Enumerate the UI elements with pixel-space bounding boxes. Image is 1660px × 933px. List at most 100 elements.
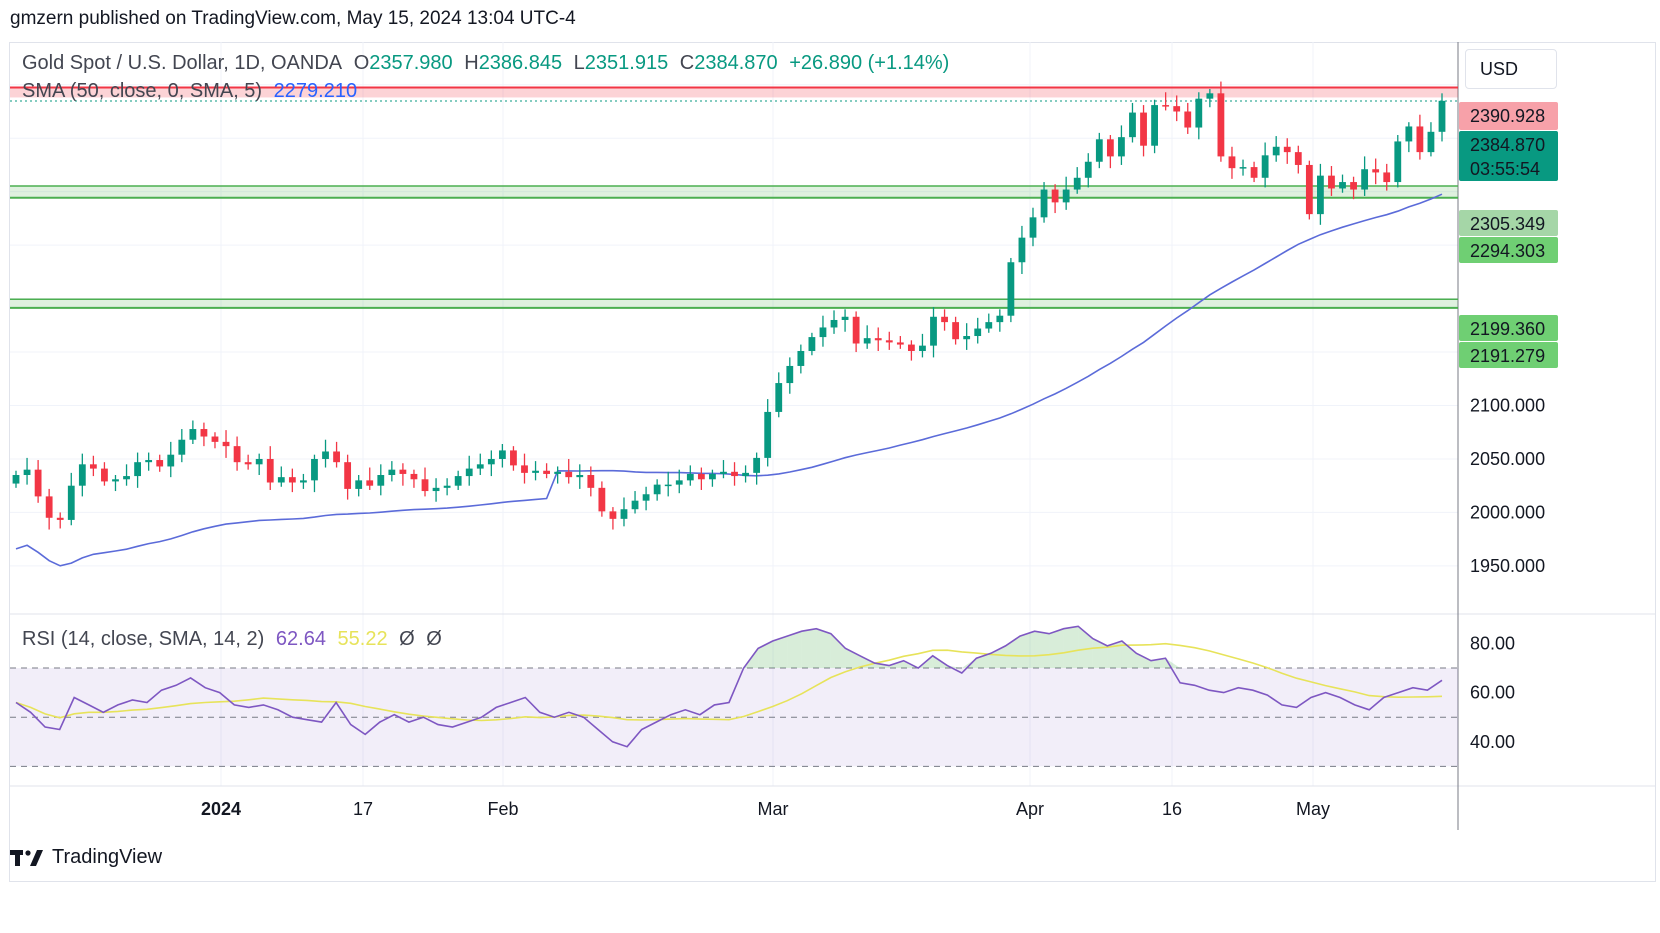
candle-body xyxy=(355,480,363,489)
candle-body xyxy=(1261,155,1269,178)
candle-body xyxy=(1151,105,1158,146)
rsi-overbought-fill xyxy=(1063,626,1079,669)
candle-body xyxy=(487,458,495,465)
candle xyxy=(1062,176,1070,210)
support-upper-bottom-tag-box xyxy=(1459,237,1558,263)
rsi-overbought-fill xyxy=(1092,638,1108,669)
candle-body xyxy=(653,484,661,495)
candle-body xyxy=(686,473,694,481)
candle xyxy=(731,462,738,486)
candle-body xyxy=(1305,164,1313,215)
candle xyxy=(178,429,186,463)
candle xyxy=(1206,89,1214,108)
candle xyxy=(388,461,396,482)
candle xyxy=(686,465,694,486)
rsi-legend[interactable]: RSI (14, close, SMA, 14, 2) 62.64 55.22 … xyxy=(22,628,448,651)
candle-body xyxy=(620,509,628,519)
candle xyxy=(1106,135,1114,169)
candle-body xyxy=(156,460,164,467)
candle xyxy=(653,479,661,501)
candle xyxy=(399,463,407,486)
time-tick-label: 17 xyxy=(353,799,373,819)
candle xyxy=(565,458,573,484)
candle-body xyxy=(311,458,318,481)
candle xyxy=(996,309,1004,332)
candle xyxy=(123,464,130,486)
last-price-tag: 2384.870 03:55:54 xyxy=(1459,131,1558,181)
candle xyxy=(510,446,517,471)
ohlc-legend[interactable]: Gold Spot / U.S. Dollar, 1D, OANDA O2357… xyxy=(22,52,955,75)
rsi-band xyxy=(10,668,1458,767)
support-lower-bottom-tag-text: 2191.279 xyxy=(1470,346,1545,366)
candle xyxy=(1051,184,1059,214)
candle xyxy=(1339,174,1346,193)
candle-body xyxy=(12,475,20,484)
rsi-sma-line xyxy=(15,642,1443,722)
candle-body xyxy=(819,327,827,338)
candle-body xyxy=(377,475,385,486)
candle-body xyxy=(1140,112,1147,146)
currency-label: USD xyxy=(1480,58,1519,79)
symbol-title[interactable]: Gold Spot / U.S. Dollar, 1D, OANDA xyxy=(22,52,343,74)
candle-body xyxy=(1228,156,1236,169)
rsi-tick-label: 80.00 xyxy=(1470,633,1515,653)
candle xyxy=(222,430,230,458)
candle-body xyxy=(587,475,595,488)
candle xyxy=(211,432,219,449)
candle-body xyxy=(841,316,849,320)
candle-body xyxy=(863,338,871,344)
rsi-label[interactable]: RSI (14, close, SMA, 14, 2) xyxy=(22,628,265,650)
publication-header: gmzern published on TradingView.com, May… xyxy=(10,8,576,29)
candle-body xyxy=(322,451,329,459)
candle xyxy=(1438,93,1446,142)
candle-body xyxy=(510,450,517,466)
candle xyxy=(1405,122,1413,153)
candle-body xyxy=(1239,167,1247,169)
tradingview-logo-text: TradingView xyxy=(52,846,163,868)
sma-legend[interactable]: SMA (50, close, 0, SMA, 5) 2279.210 xyxy=(22,80,363,103)
candle xyxy=(720,460,727,479)
candle-body xyxy=(1051,189,1059,203)
currency-selector[interactable]: USD xyxy=(1465,49,1557,89)
rsi-sma-value: 55.22 xyxy=(337,628,388,650)
last-price-tag-text: 2384.870 xyxy=(1470,135,1545,155)
price-tick-label: 1950.000 xyxy=(1470,556,1545,576)
candle-body xyxy=(200,429,208,437)
candle xyxy=(322,439,329,468)
candle-body xyxy=(1084,161,1092,178)
candle-body xyxy=(421,479,429,492)
candle-body xyxy=(23,469,31,476)
candle xyxy=(1361,156,1369,196)
candle-body xyxy=(919,345,926,351)
candle xyxy=(896,336,904,349)
candle xyxy=(167,441,175,478)
rsi-overbought-fill xyxy=(961,658,977,669)
candle-body xyxy=(432,487,440,492)
rsi-overbought-fill xyxy=(801,628,817,669)
candle xyxy=(1383,163,1391,191)
candle xyxy=(288,468,296,493)
candle xyxy=(952,316,960,345)
support-lower-top-tag-text: 2199.360 xyxy=(1470,319,1545,339)
candle-body xyxy=(1328,175,1335,189)
candle xyxy=(963,323,971,350)
grid-lines xyxy=(10,42,1656,830)
sma-label[interactable]: SMA (50, close, 0, SMA, 5) xyxy=(22,80,263,102)
chart-frame[interactable] xyxy=(9,42,1656,882)
candle xyxy=(874,327,882,351)
candle-body xyxy=(255,458,263,465)
candle-body xyxy=(852,316,860,344)
candle xyxy=(852,311,860,353)
candle xyxy=(333,441,340,468)
candle xyxy=(742,465,749,483)
candle-body xyxy=(1062,189,1070,203)
candle xyxy=(1427,122,1435,157)
rsi-overbought-fill xyxy=(1078,626,1093,669)
candle-body xyxy=(631,500,639,510)
tradingview-logo[interactable]: TradingView xyxy=(10,846,162,869)
open-value: 2357.980 xyxy=(369,52,453,74)
candle xyxy=(1084,153,1092,188)
support-upper-top-tag: 2305.349 xyxy=(1459,210,1558,236)
candle-body xyxy=(709,473,716,480)
